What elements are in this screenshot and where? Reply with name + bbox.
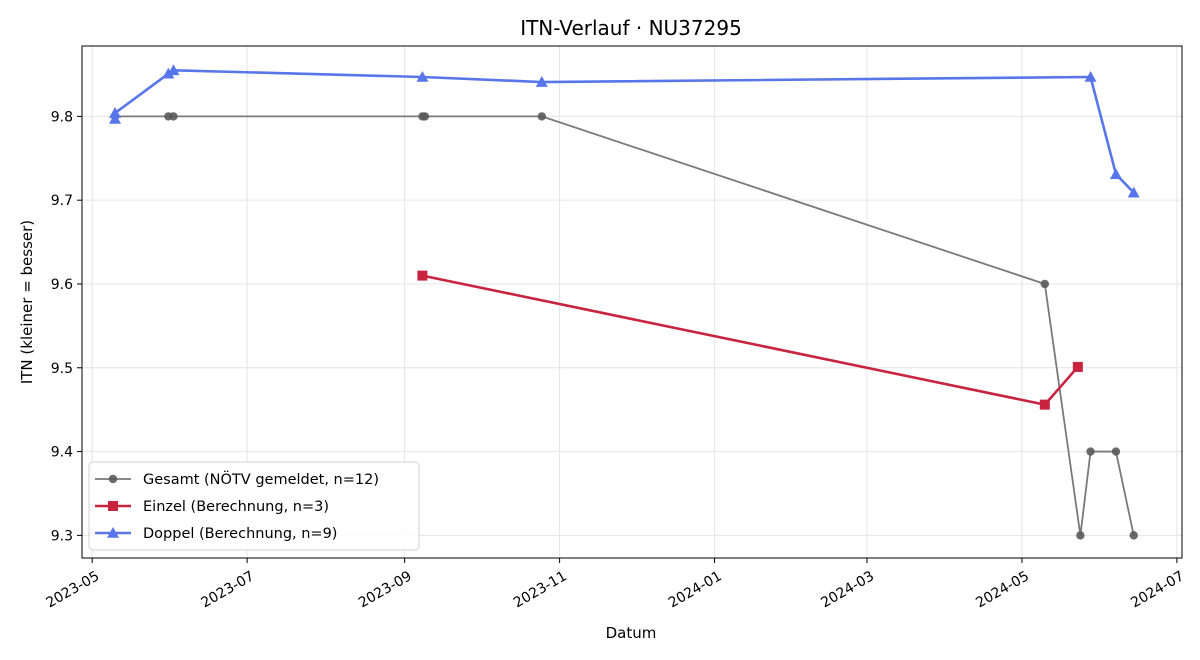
- data-point: [1076, 531, 1085, 540]
- y-tick-label: 9.5: [51, 361, 73, 377]
- data-point: [1109, 168, 1122, 180]
- data-point: [109, 107, 122, 118]
- series-square: [417, 270, 1083, 410]
- y-tick-label: 9.8: [51, 109, 73, 125]
- y-tick-label: 9.7: [51, 193, 73, 209]
- data-point: [537, 112, 547, 121]
- series-triangle: [109, 64, 1140, 198]
- legend-marker: [108, 501, 118, 511]
- legend: Gesamt (NÖTV gemeldet, n=12) Einzel (Bere…: [88, 461, 420, 551]
- legend-item: Gesamt (NÖTV gemeldet, n=12): [95, 470, 379, 488]
- y-tick-label: 9.4: [51, 445, 73, 461]
- legend-box: [88, 461, 420, 551]
- chart-title: ITN-Verlauf · NU37295: [520, 16, 742, 40]
- legend-label: Doppel (Berechnung, n=9): [143, 526, 337, 542]
- legend-marker: [108, 474, 118, 484]
- x-axis-label: Datum: [606, 624, 657, 642]
- data-point: [162, 67, 175, 79]
- series-circle: [110, 112, 1138, 540]
- data-point: [420, 112, 430, 121]
- legend-label: Einzel (Berechnung, n=3): [143, 499, 329, 515]
- data-point: [1129, 531, 1138, 540]
- data-point: [167, 64, 180, 76]
- data-point: [1072, 361, 1083, 372]
- series-layer: [109, 64, 1140, 540]
- legend-item: Einzel (Berechnung, n=3): [95, 499, 329, 515]
- data-point: [1111, 447, 1121, 456]
- y-tick-label: 9.3: [51, 528, 73, 544]
- y-tick-label: 9.6: [51, 277, 73, 293]
- data-point: [417, 270, 428, 281]
- data-point: [109, 112, 122, 124]
- data-point: [1086, 447, 1095, 456]
- legend-item: Doppel (Berechnung, n=9): [95, 526, 337, 542]
- plot-frame: [81, 45, 1183, 559]
- data-point: [1084, 71, 1097, 82]
- data-point: [169, 112, 178, 121]
- data-point: [1039, 399, 1050, 410]
- data-point: [1040, 279, 1050, 289]
- y-axis-label: ITN (kleiner = besser): [18, 220, 36, 384]
- data-point: [535, 76, 548, 87]
- legend-label: Gesamt (NÖTV gemeldet, n=12): [143, 470, 379, 488]
- data-point: [416, 71, 429, 82]
- legend-marker: [107, 527, 119, 538]
- data-point: [1127, 186, 1140, 198]
